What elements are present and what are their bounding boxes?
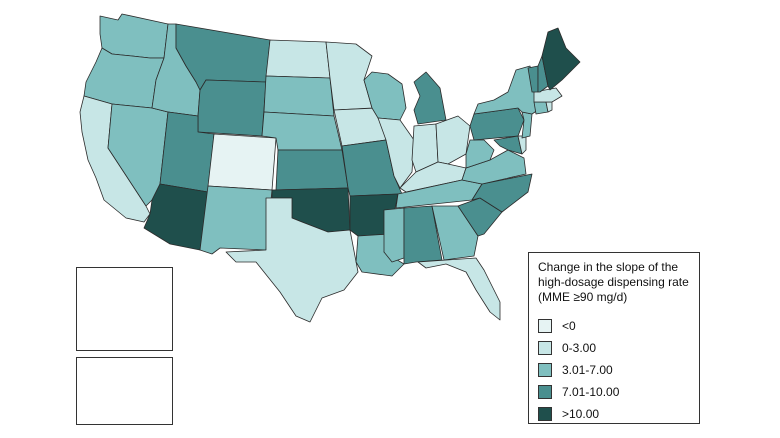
state-wy bbox=[197, 79, 267, 137]
alaska-inset-frame bbox=[76, 267, 173, 351]
state-ks bbox=[275, 149, 349, 191]
state-nj bbox=[521, 111, 533, 139]
legend-label: 0-3.00 bbox=[562, 341, 597, 355]
state-oh bbox=[435, 115, 471, 165]
legend-item: 0-3.00 bbox=[538, 337, 691, 359]
hawaii-inset-frame bbox=[76, 357, 173, 425]
legend-swatch bbox=[538, 385, 552, 399]
state-me bbox=[541, 27, 581, 91]
state-wv bbox=[465, 139, 495, 169]
legend-title-line-3: (MME ≥90 mg/d) bbox=[538, 290, 628, 304]
legend-label: >10.00 bbox=[562, 407, 600, 421]
legend-item: 3.01-7.00 bbox=[538, 359, 691, 381]
state-nd bbox=[265, 39, 331, 79]
state-ms bbox=[383, 207, 405, 263]
state-ny bbox=[473, 65, 539, 115]
state-nm bbox=[199, 185, 273, 255]
state-tx bbox=[225, 197, 359, 323]
legend-label: <0 bbox=[562, 319, 576, 333]
legend-swatch bbox=[538, 363, 552, 377]
state-mn bbox=[325, 41, 373, 111]
legend-label: 3.01-7.00 bbox=[562, 363, 613, 377]
state-nh bbox=[537, 55, 549, 93]
state-fl bbox=[417, 257, 501, 321]
map-legend: Change in the slope of the high-dosage d… bbox=[528, 252, 700, 424]
legend-items: <0 0-3.00 3.01-7.00 7.01-10.00 >10.00 bbox=[538, 315, 691, 425]
legend-label: 7.01-10.00 bbox=[562, 385, 620, 399]
state-wa bbox=[99, 13, 169, 59]
legend-swatch bbox=[538, 319, 552, 333]
state-mi bbox=[413, 71, 447, 125]
state-il bbox=[377, 117, 415, 189]
legend-title-line-1: Change in the slope of the bbox=[538, 260, 679, 274]
state-sc bbox=[457, 197, 503, 237]
legend-item: <0 bbox=[538, 315, 691, 337]
state-ga bbox=[431, 205, 479, 261]
state-co bbox=[207, 133, 277, 191]
legend-item: 7.01-10.00 bbox=[538, 381, 691, 403]
state-ct bbox=[533, 101, 549, 115]
legend-swatch bbox=[538, 341, 552, 355]
legend-title-line-2: high-dosage dispensing rate bbox=[538, 275, 689, 289]
legend-title: Change in the slope of the high-dosage d… bbox=[538, 260, 691, 305]
state-md bbox=[493, 135, 523, 155]
state-va bbox=[461, 149, 527, 185]
legend-swatch bbox=[538, 407, 552, 421]
legend-item: >10.00 bbox=[538, 403, 691, 425]
state-sd bbox=[263, 75, 335, 117]
state-wi bbox=[363, 71, 407, 121]
